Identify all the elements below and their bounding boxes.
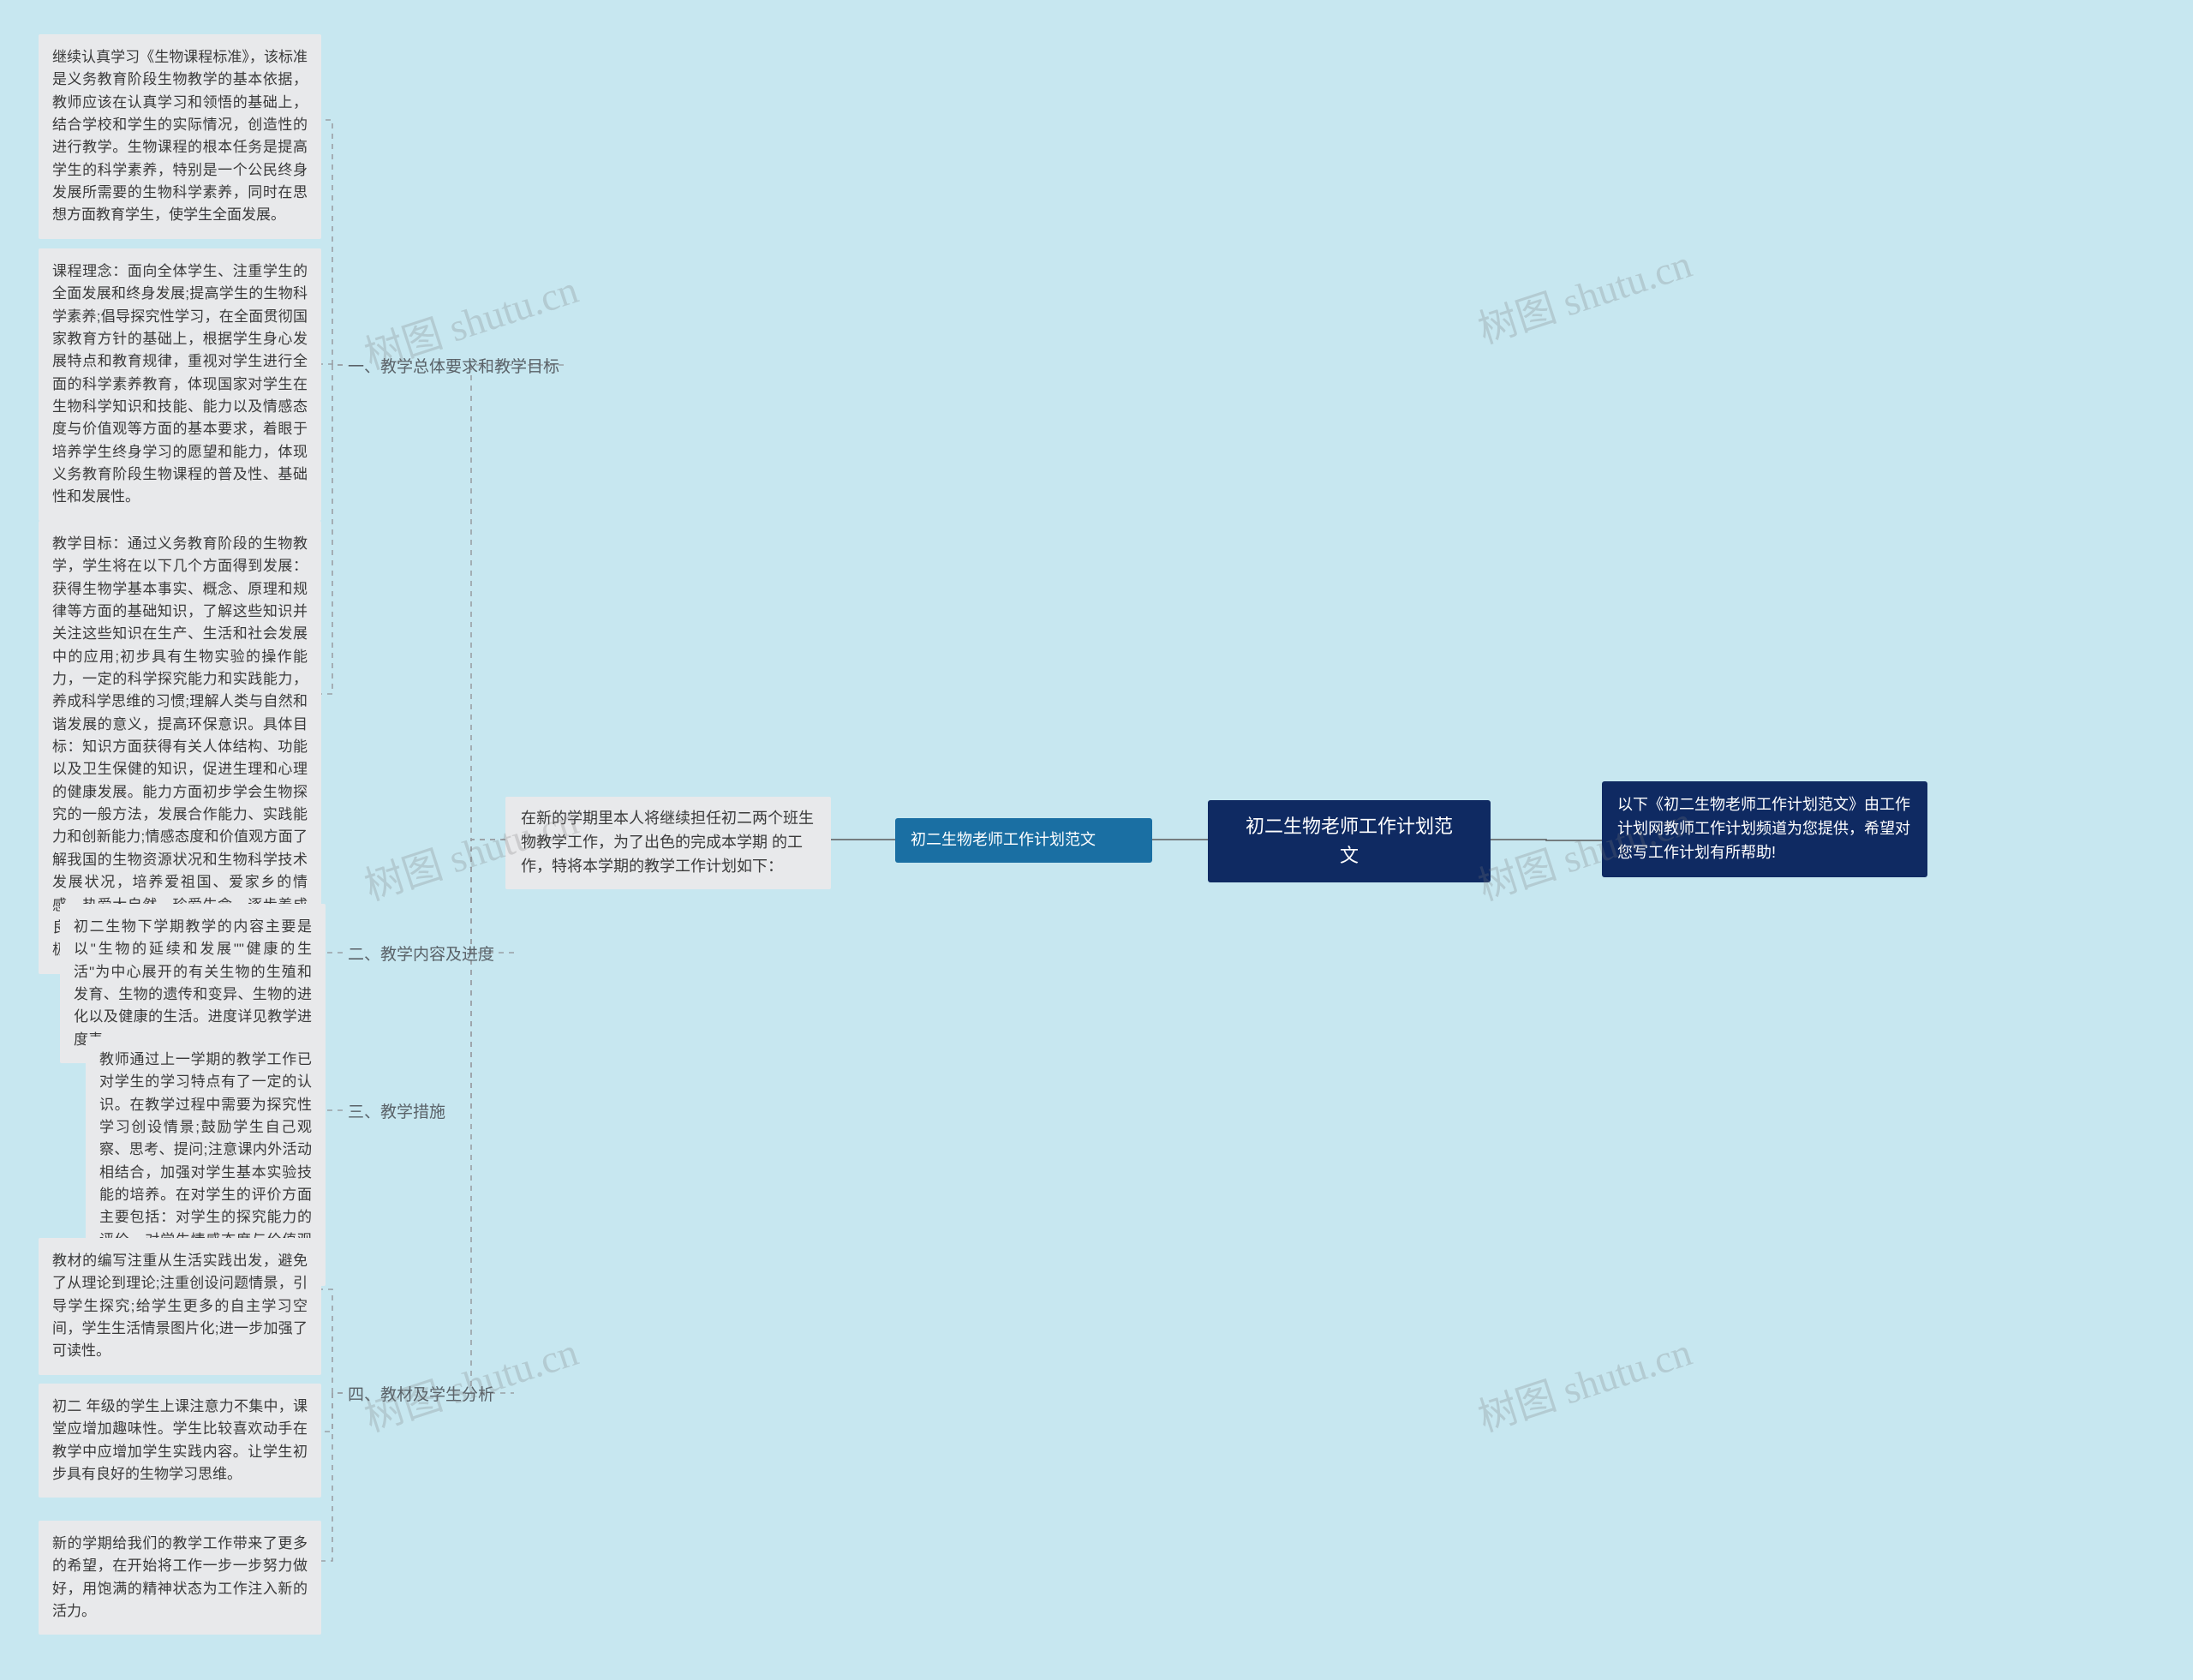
root-node: 初二生物老师工作计划范文 [1208, 800, 1491, 882]
sec-4: 四、教材及学生分析 [343, 1379, 514, 1411]
sec-1: 一、教学总体要求和教学目标 [343, 351, 565, 383]
sec-3: 三、教学措施 [343, 1097, 471, 1128]
right-note: 以下《初二生物老师工作计划范文》由工作计划网教师工作计划频道为您提供，希望对您写… [1602, 781, 1927, 877]
leaf-4b: 初二 年级的学生上课注意力不集中，课堂应增加趣味性。学生比较喜欢动手在教学中应增… [39, 1384, 321, 1498]
leaf-4a: 教材的编写注重从生活实践出发，避免了从理论到理论;注重创设问题情景，引导学生探究… [39, 1238, 321, 1375]
mid-intro: 在新的学期里本人将继续担任初二两个班生物教学工作，为了出色的完成本学期 的工作，… [505, 797, 831, 889]
leaf-4c: 新的学期给我们的教学工作带来了更多的希望，在开始将工作一步一步努力做好，用饱满的… [39, 1521, 321, 1635]
sec-2: 二、教学内容及进度 [343, 939, 514, 971]
sub-title: 初二生物老师工作计划范文 [895, 818, 1152, 863]
leaf-1b: 课程理念：面向全体学生、注重学生的全面发展和终身发展;提高学生的生物科学素养;倡… [39, 248, 321, 521]
leaf-1a: 继续认真学习《生物课程标准》，该标准是义务教育阶段生物教学的基本依据，教师应该在… [39, 34, 321, 239]
watermark: 树图 shutu.cn [1470, 233, 1698, 356]
watermark: 树图 shutu.cn [1470, 1321, 1698, 1444]
